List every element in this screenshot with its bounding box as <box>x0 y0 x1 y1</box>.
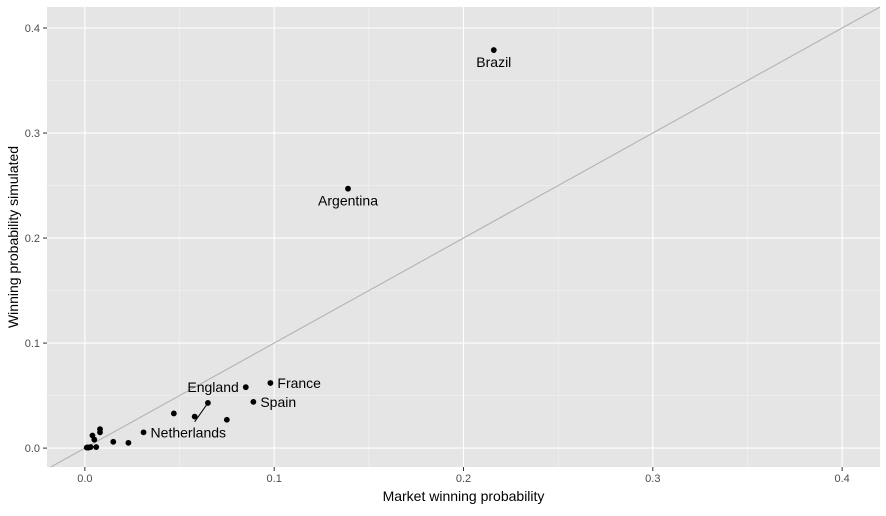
identity-reference-line <box>50 6 881 468</box>
data-point <box>191 413 198 420</box>
y-axis-ticks: 0.0 0.1 0.2 0.3 0.4 <box>25 23 47 455</box>
point-label-netherlands: Netherlands <box>151 424 227 440</box>
x-tick-label: 0.4 <box>834 473 849 485</box>
y-tick-label: 0.1 <box>25 338 40 350</box>
x-tick-label: 0.0 <box>77 473 92 485</box>
y-axis-title: Winning probability simulated <box>5 146 21 328</box>
point-label-england: England <box>187 379 238 395</box>
data-point <box>170 410 177 417</box>
point-spain <box>250 398 257 405</box>
point-netherlands <box>140 429 147 436</box>
data-point <box>97 429 103 436</box>
data-point <box>125 439 132 446</box>
x-axis-ticks: 0.0 0.1 0.2 0.3 0.4 <box>77 467 850 485</box>
y-tick-label: 0.3 <box>25 128 40 140</box>
data-points <box>83 47 497 451</box>
point-brazil <box>490 47 497 53</box>
point-labels: Brazil Argentina France England Spain Netherl… <box>151 54 512 440</box>
point-label-brazil: Brazil <box>476 54 511 70</box>
point-label-argentina: Argentina <box>318 193 378 209</box>
data-point <box>110 438 117 445</box>
x-axis-title: Market winning probability <box>383 488 545 504</box>
point-argentina <box>345 185 351 192</box>
y-tick-label: 0.0 <box>25 443 40 455</box>
data-point <box>223 416 230 423</box>
point-england <box>242 384 249 391</box>
label-connector <box>194 402 209 423</box>
data-point <box>93 444 100 450</box>
data-point <box>205 400 211 406</box>
data-point <box>83 444 90 451</box>
point-label-france: France <box>277 375 321 391</box>
x-tick-label: 0.1 <box>267 473 282 485</box>
y-tick-label: 0.4 <box>25 23 40 35</box>
point-label-spain: Spain <box>260 394 296 410</box>
data-point <box>91 436 98 443</box>
y-tick-label: 0.2 <box>25 233 40 245</box>
point-france <box>267 380 274 386</box>
x-tick-label: 0.3 <box>645 473 660 485</box>
x-tick-label: 0.2 <box>456 473 471 485</box>
